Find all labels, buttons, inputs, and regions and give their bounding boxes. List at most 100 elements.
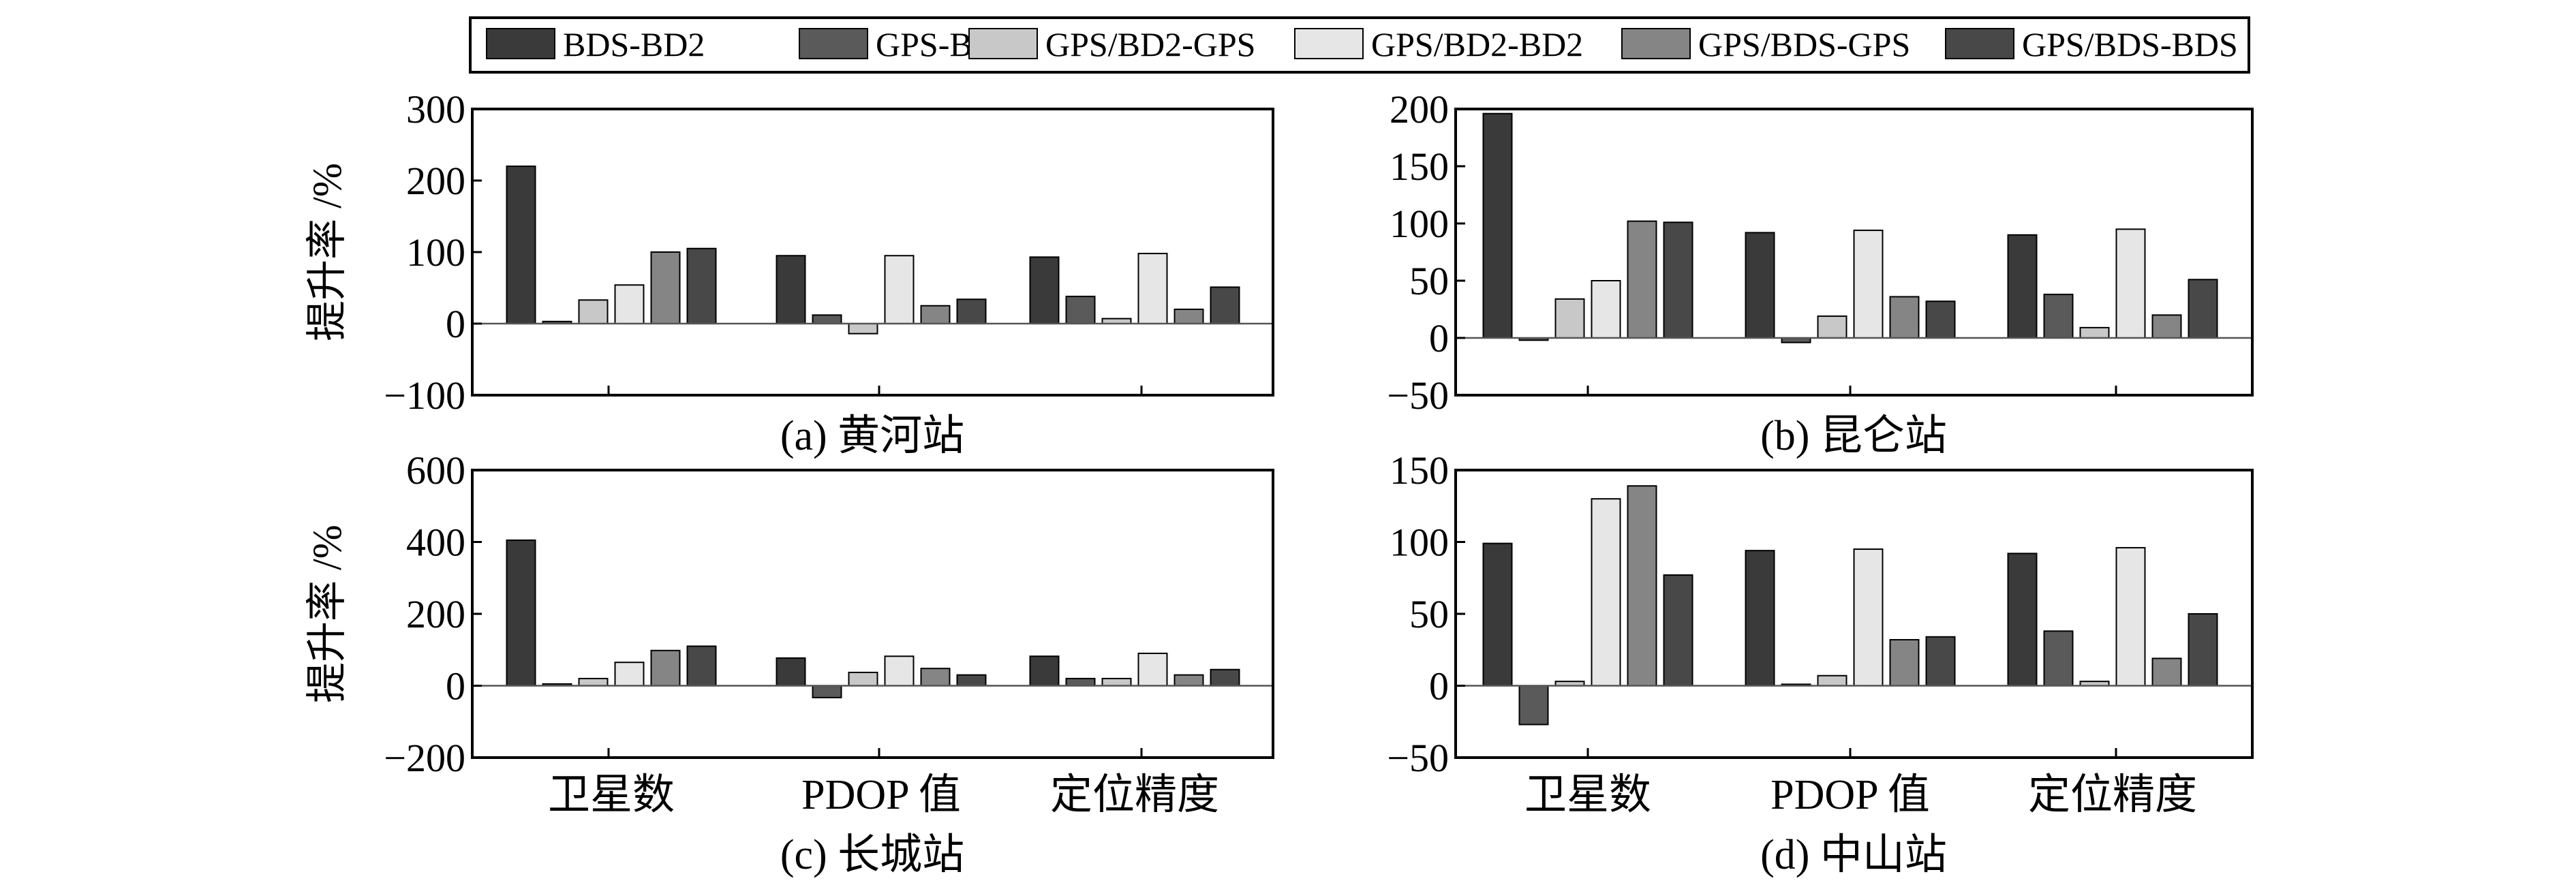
- bar: [1817, 674, 1847, 687]
- category-label: 卫星数: [548, 772, 675, 818]
- bar: [2151, 314, 2182, 339]
- bar: [956, 298, 987, 324]
- bar: [884, 655, 915, 687]
- y-tick-label: 200: [406, 592, 465, 636]
- bar: [1065, 677, 1096, 687]
- bar: [1137, 253, 1168, 325]
- bar: [848, 671, 878, 687]
- bar: [1663, 574, 1693, 687]
- bar: [812, 314, 842, 324]
- y-tick-label: 50: [1409, 259, 1449, 303]
- y-tick-label: 0: [446, 302, 465, 346]
- category-label: PDOP 值: [1770, 772, 1930, 818]
- chart-panel: 300 200 100 0 −100 提升率 /% (a) 黄河站: [305, 87, 1274, 459]
- legend-swatch: [1945, 28, 2014, 59]
- legend-label: GPS/BD2-BD2: [1371, 25, 1583, 63]
- bar: [1029, 655, 1060, 687]
- legend-swatch: [1294, 28, 1364, 59]
- y-tick-label: −200: [384, 736, 465, 780]
- plot-frame: [471, 108, 1274, 397]
- y-tick-label: 100: [1390, 202, 1449, 246]
- panel-caption: (d) 中山站: [1760, 832, 1947, 878]
- legend-label: GPS/BDS-BDS: [2022, 25, 2238, 63]
- legend-swatch: [1621, 28, 1691, 59]
- y-tick-label: −100: [384, 373, 465, 418]
- bar: [1210, 668, 1240, 687]
- legend-label: BDS-BD2: [563, 25, 705, 63]
- bar: [1482, 542, 1513, 687]
- panel-caption: (c) 长城站: [780, 832, 964, 878]
- chart-panel: 150 100 50 0 −50 卫星数 PDOP 值 定位精度 (d) 中山站: [1387, 448, 2254, 878]
- bar: [1554, 298, 1585, 339]
- category-label: PDOP 值: [801, 772, 961, 818]
- bar: [1889, 638, 1920, 687]
- y-tick-label: 400: [406, 521, 465, 565]
- legend: BDS-BD2 GPS-BDS GPS/BD2-GPS GPS/BD2-BD2 GPS/…: [469, 16, 2250, 74]
- legend-swatch: [799, 28, 868, 59]
- y-tick-label: −50: [1387, 736, 1449, 780]
- bar: [506, 166, 536, 324]
- bar: [848, 323, 878, 335]
- bar: [776, 657, 806, 687]
- bar: [2079, 326, 2110, 339]
- y-tick-label: 100: [1390, 521, 1449, 565]
- y-tick-label: 0: [1429, 316, 1449, 360]
- bar: [2188, 613, 2218, 687]
- y-tick-label: 150: [1390, 144, 1449, 189]
- y-tick-label: 150: [1390, 448, 1449, 493]
- bar: [920, 305, 951, 324]
- chart-panel: 200 150 100 50 0 −50 (b) 昆仑站: [1387, 87, 2254, 459]
- y-axis-label: 提升率 /%: [305, 163, 350, 341]
- y-tick-label: 300: [406, 87, 465, 131]
- bar: [1745, 550, 1775, 687]
- bar: [1853, 230, 1884, 339]
- bar: [2188, 279, 2218, 339]
- y-tick-label: 200: [406, 159, 465, 203]
- panel-caption: (a) 黄河站: [780, 413, 964, 459]
- bar: [1065, 296, 1096, 325]
- y-tick-label: 600: [406, 448, 465, 493]
- bar: [578, 677, 609, 687]
- bar: [1482, 112, 1513, 339]
- plot-frame: [1454, 108, 2254, 397]
- bar: [1663, 221, 1693, 339]
- bar: [614, 284, 645, 324]
- bar: [1591, 498, 1621, 687]
- bar: [1889, 296, 1920, 339]
- bar: [884, 255, 915, 324]
- legend-label: GPS/BDS-GPS: [1698, 25, 1910, 63]
- chart-panels: 300 200 100 0 −100 提升率 /% (a) 黄河站 200 150 100 50 0 −…: [305, 87, 2254, 878]
- legend-swatch: [486, 28, 555, 59]
- bar: [2151, 657, 2182, 687]
- bar: [578, 299, 609, 325]
- bar: [920, 668, 951, 687]
- category-label: 定位精度: [1050, 772, 1219, 818]
- y-tick-label: 0: [446, 664, 465, 709]
- chart-panel: 600 400 200 0 −200 卫星数 PDOP 值 定位精度 提升率 /% (c) 长城站: [305, 448, 1274, 878]
- y-tick-label: 0: [1429, 664, 1449, 709]
- bar: [1029, 256, 1060, 325]
- bar: [506, 539, 536, 687]
- plot-frame: [471, 469, 1274, 759]
- panel-caption: (b) 昆仑站: [1760, 413, 1947, 459]
- bar: [1925, 636, 1956, 687]
- legend-swatch: [968, 28, 1038, 59]
- bar: [686, 247, 717, 324]
- bar: [1627, 220, 1657, 339]
- bar: [1137, 653, 1168, 687]
- bar: [686, 645, 717, 687]
- bar: [1174, 674, 1204, 687]
- bar: [776, 255, 806, 324]
- bar: [614, 662, 645, 687]
- category-label: 卫星数: [1524, 772, 1651, 818]
- bar: [1627, 485, 1657, 687]
- bar: [2115, 546, 2146, 687]
- bar: [2043, 294, 2074, 339]
- category-label: 定位精度: [2028, 772, 2197, 818]
- bar: [1210, 286, 1240, 325]
- bar: [2115, 228, 2146, 339]
- y-tick-label: 200: [1390, 87, 1449, 131]
- bar: [1101, 677, 1132, 687]
- bar: [2007, 553, 2038, 687]
- bar: [1925, 300, 1956, 339]
